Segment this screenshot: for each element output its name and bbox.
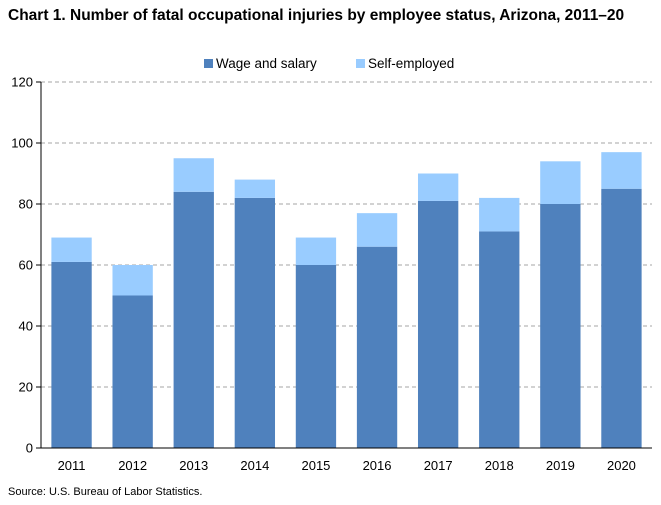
x-tick-label-2016: 2016 xyxy=(363,458,392,473)
x-tick-label-2012: 2012 xyxy=(118,458,147,473)
x-axis-ticks: 2011 2012 2013 2014 2015 2016 2017 2018 2019 2020 xyxy=(58,458,636,473)
legend-swatch-wage-and-salary xyxy=(204,59,213,68)
x-tick-label-2019: 2019 xyxy=(546,458,575,473)
y-tick-label-40: 40 xyxy=(19,319,33,334)
x-tick-label-2014: 2014 xyxy=(240,458,269,473)
y-tick-label-80: 80 xyxy=(19,197,33,212)
y-tick-label-20: 20 xyxy=(19,380,33,395)
bar-self-employed-2014 xyxy=(234,179,276,198)
bar-wage-and-salary-2011 xyxy=(51,261,92,448)
x-tick-label-2013: 2013 xyxy=(179,458,208,473)
y-tick-label-0: 0 xyxy=(26,441,33,456)
bar-wage-and-salary-2018 xyxy=(479,231,520,448)
legend-swatch-self-employed xyxy=(356,59,365,68)
bar-wage-and-salary-2020 xyxy=(601,188,642,448)
x-tick-label-2020: 2020 xyxy=(607,458,636,473)
chart-title: Chart 1. Number of fatal occupational in… xyxy=(8,7,625,24)
bar-self-employed-2018 xyxy=(479,197,520,232)
y-tick-label-120: 120 xyxy=(11,75,33,90)
bar-wage-and-salary-2014 xyxy=(234,197,276,448)
x-tick-label-2015: 2015 xyxy=(301,458,330,473)
x-tick-label-2011: 2011 xyxy=(58,458,86,473)
legend-label-wage-and-salary: Wage and salary xyxy=(216,56,317,71)
bar-wage-and-salary-2013 xyxy=(173,191,214,449)
bar-wage-and-salary-2017 xyxy=(417,200,459,448)
bar-wage-and-salary-2019 xyxy=(540,204,581,448)
bar-self-employed-2020 xyxy=(601,152,642,189)
legend-label-self-employed: Self-employed xyxy=(368,56,454,71)
bar-wage-and-salary-2015 xyxy=(295,265,337,448)
bar-wage-and-salary-2016 xyxy=(356,246,398,448)
x-tick-label-2017: 2017 xyxy=(424,458,453,473)
bar-self-employed-2013 xyxy=(173,158,214,192)
y-axis-ticks: 0 20 40 60 80 100 120 xyxy=(11,75,33,456)
bar-self-employed-2015 xyxy=(295,237,337,265)
axes xyxy=(36,81,652,449)
y-tick-label-60: 60 xyxy=(19,258,33,273)
x-tick-label-2018: 2018 xyxy=(485,458,514,473)
bar-wage-and-salary-2012 xyxy=(112,295,153,448)
bar-self-employed-2012 xyxy=(112,265,153,296)
bar-self-employed-2016 xyxy=(356,213,398,247)
bar-self-employed-2019 xyxy=(540,161,581,204)
bars xyxy=(51,152,642,449)
bar-self-employed-2017 xyxy=(417,173,459,201)
legend: Wage and salary Self-employed xyxy=(204,56,454,71)
y-tick-label-100: 100 xyxy=(11,136,33,151)
bar-self-employed-2011 xyxy=(51,237,92,262)
source-note: Source: U.S. Bureau of Labor Statistics. xyxy=(8,486,203,498)
